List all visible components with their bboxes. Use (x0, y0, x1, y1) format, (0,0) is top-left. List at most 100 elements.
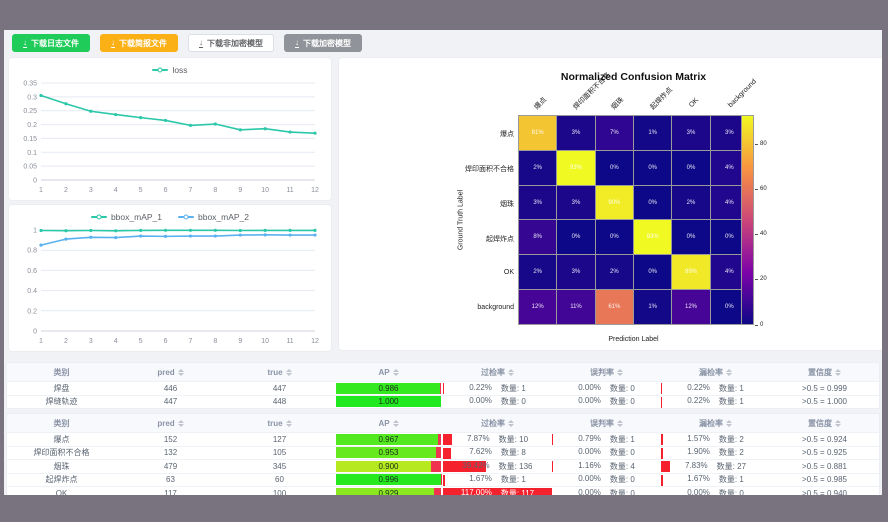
column-header-pred[interactable]: pred (116, 363, 225, 381)
rate-value: 1.90% (687, 447, 710, 457)
table-row: 爆点 152 127 0.967 7.87% 数量: 10 0.79% 数量: 1 1.57% 数… (7, 432, 879, 446)
row-label: 起焊炸点 (486, 235, 514, 243)
svg-text:10: 10 (261, 187, 269, 194)
svg-text:12: 12 (311, 338, 319, 345)
row-label: background (477, 303, 514, 311)
sort-icon[interactable] (285, 419, 292, 427)
heatmap-cell-value: 1% (648, 129, 657, 136)
heatmap-cell: 3% (519, 185, 557, 220)
rate-value: 0.00% (687, 487, 710, 495)
column-header-label: 误判率 (590, 418, 614, 428)
legend-item[interactable]: bbox_mAP_1 (90, 212, 162, 222)
svg-text:0: 0 (33, 329, 37, 336)
column-header-误判率[interactable]: 误判率 (552, 414, 661, 432)
confidence-cell: >0.5 = 0.999 (802, 383, 847, 393)
svg-text:8: 8 (213, 338, 217, 345)
column-header-漏检率[interactable]: 漏检率 (661, 414, 770, 432)
ap-bar-red (433, 487, 442, 495)
rate-text: 117.00% 数量: 117 (461, 488, 534, 495)
colorbar-tick-mark (755, 189, 758, 191)
column-header-置信度[interactable]: 置信度 (770, 363, 879, 381)
download-encrypted-model-button[interactable]: ↓ 下载加密模型 (284, 34, 362, 52)
column-header-过检率[interactable]: 过检率 (443, 363, 552, 381)
sort-icon[interactable] (177, 419, 184, 427)
svg-text:11: 11 (286, 338, 293, 345)
download-log-label: 下载日志文件 (31, 38, 79, 48)
column-header-pred[interactable]: pred (116, 414, 225, 432)
overdetect-cell: 117.00% 数量: 117 (443, 487, 552, 495)
sort-desc-caret (177, 423, 184, 427)
ap-bar-green (335, 396, 442, 408)
table-row: 焊印面积不合格 132 105 0.953 7.62% 数量: 8 0.00% 数量: 0 1.… (7, 445, 879, 459)
pred-cell: 446 (163, 383, 178, 393)
heatmap-cell-value: 11% (570, 304, 582, 311)
category-cell: 起焊炸点 (45, 475, 78, 485)
download-plain-model-button[interactable]: ↓ 下载非加密模型 (188, 34, 274, 52)
rate-count: 数量: 1 (718, 397, 744, 407)
column-header-true[interactable]: true (225, 414, 334, 432)
heatmap-cell: 11% (557, 290, 595, 324)
sort-icon[interactable] (508, 368, 514, 376)
misjudge-cell: 0.00% 数量: 0 (552, 487, 661, 495)
sort-icon[interactable] (835, 419, 841, 427)
sort-icon[interactable] (726, 419, 732, 427)
heatmap-cell-value: 81% (531, 129, 544, 136)
download-icon: ↓ (199, 37, 203, 48)
sort-icon[interactable] (285, 368, 292, 376)
ap-bar: 0.996 (335, 474, 442, 486)
download-report-button[interactable]: ↓ 下载简报文件 (100, 34, 178, 52)
sort-desc-caret (835, 372, 841, 376)
column-header-ap[interactable]: AP (334, 414, 443, 432)
rate-text: 7.83% 数量: 27 (685, 461, 746, 472)
download-plain-model-label: 下载非加密模型 (207, 38, 263, 48)
sort-icon[interactable] (392, 368, 399, 376)
svg-text:7: 7 (189, 338, 193, 345)
rate-bar (661, 461, 670, 473)
heatmap-cell-value: 3% (686, 129, 696, 136)
ap-cell: 0.900 (334, 460, 443, 473)
sort-asc-caret (508, 368, 514, 372)
ap-bar: 0.986 (335, 382, 442, 394)
column-header-label: pred (157, 418, 175, 428)
legend-item[interactable]: bbox_mAP_2 (178, 212, 249, 222)
pred-cell: 479 (163, 461, 178, 471)
svg-text:0.8: 0.8 (27, 248, 37, 255)
rate-value: 0.79% (578, 433, 601, 443)
heatmap-cell-value: 0% (571, 234, 581, 241)
sort-icon[interactable] (392, 419, 399, 427)
table-header-row: 类别 pred true AP 过检率 误判率 漏检率 置信度 (7, 363, 879, 381)
sort-icon[interactable] (726, 368, 732, 376)
rate-text: 7.87% 数量: 10 (467, 434, 528, 445)
column-header-category: 类别 (7, 414, 116, 432)
colorbar-tick-label: 0 (760, 321, 764, 328)
download-log-button[interactable]: ↓ 下载日志文件 (12, 34, 90, 52)
column-header-置信度[interactable]: 置信度 (770, 414, 879, 432)
legend-item[interactable]: loss (152, 65, 188, 75)
column-header-true[interactable]: true (225, 363, 334, 381)
rate-text: 0.00% 数量: 0 (578, 396, 635, 407)
column-header-误判率[interactable]: 误判率 (552, 363, 661, 381)
column-header-过检率[interactable]: 过检率 (443, 414, 552, 432)
ap-value: 0.967 (378, 434, 399, 444)
sort-icon[interactable] (617, 419, 623, 427)
svg-text:0.2: 0.2 (27, 308, 37, 315)
sort-icon[interactable] (835, 368, 841, 376)
sort-desc-caret (392, 372, 399, 376)
heatmap-cell-value: 0% (609, 234, 619, 241)
legend-label: loss (172, 65, 188, 75)
misjudge-cell: 0.79% 数量: 1 (552, 433, 661, 446)
loss-chart-card: loss 0 0.05 0.1 0.15 0.2 0.25 0.3 0.35 1 2 3 4 5 6 7 8 9… (8, 57, 332, 201)
sort-asc-caret (177, 368, 184, 372)
rate-count: 数量: 0 (609, 397, 635, 407)
sort-icon[interactable] (617, 368, 623, 376)
sort-icon[interactable] (177, 368, 184, 376)
rate-value: 0.00% (578, 396, 601, 406)
heatmap-cell-value: 93% (646, 234, 659, 241)
sort-icon[interactable] (508, 419, 514, 427)
svg-text:0.05: 0.05 (23, 164, 37, 171)
column-header-ap[interactable]: AP (334, 363, 443, 381)
column-header-漏检率[interactable]: 漏检率 (661, 363, 770, 381)
svg-text:2: 2 (64, 338, 68, 345)
row-label: 烟珠 (500, 200, 514, 208)
